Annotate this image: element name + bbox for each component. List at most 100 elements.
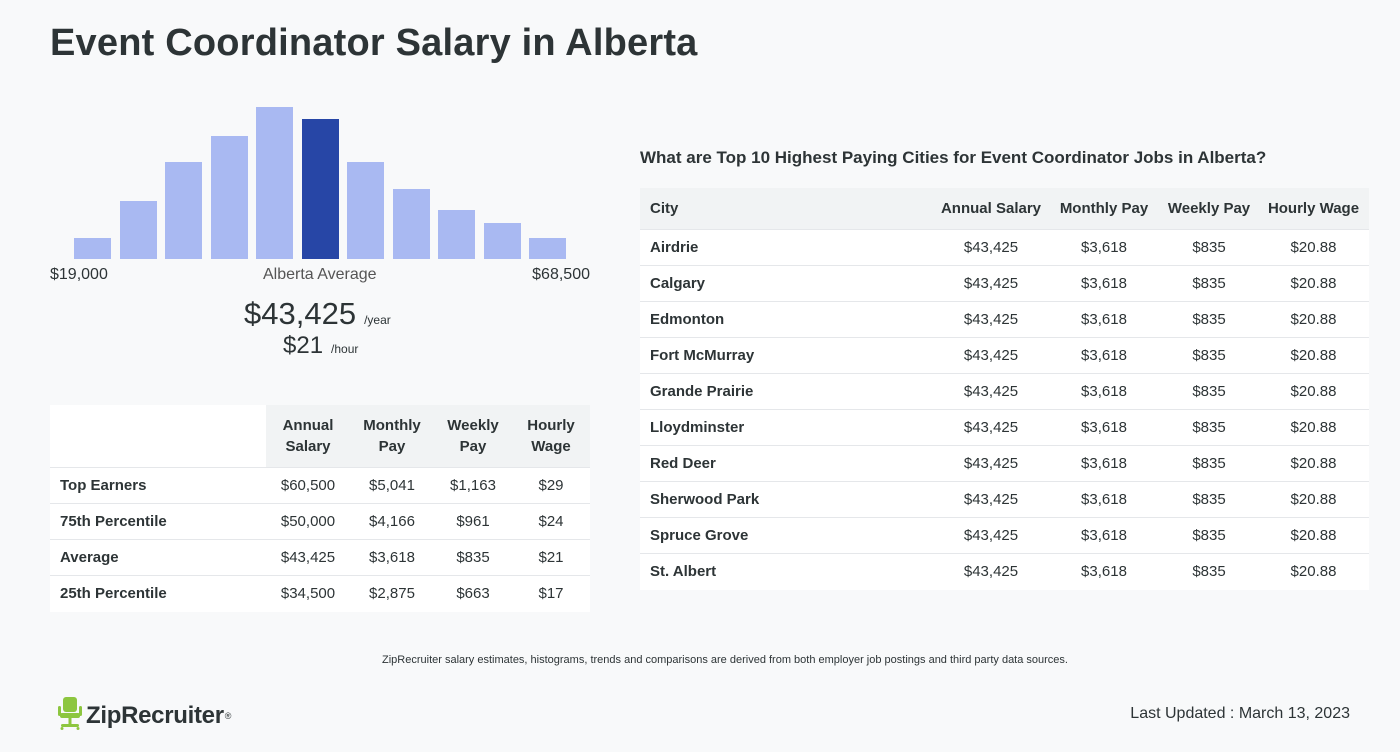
table-row: 25th Percentile $34,500 $2,875 $663 $17 (50, 576, 590, 612)
chair-icon (58, 696, 82, 735)
header-city: City (640, 188, 934, 230)
header-annual-salary: Annual Salary (934, 188, 1048, 230)
average-yearly: $43,425 /year (244, 296, 391, 332)
ziprecruiter-logo[interactable]: ZipRecruiter ® (58, 696, 231, 735)
header-hourly-wage: Hourly Wage (1258, 188, 1369, 230)
average-hourly: $21 /hour (283, 332, 358, 360)
table-cell: $43,425 (934, 301, 1048, 338)
header-monthly-pay: Monthly Pay (350, 405, 434, 468)
header-monthly-pay: Monthly Pay (1048, 188, 1160, 230)
page-title: Event Coordinator Salary in Alberta (50, 22, 698, 64)
table-cell: $3,618 (1081, 563, 1127, 581)
table-cell: $3,618 (1048, 373, 1160, 410)
table-cell: $4,166 (350, 503, 434, 540)
table-cell: $835 (1160, 517, 1258, 554)
table-cell: $20.88 (1258, 445, 1369, 482)
table-cell: $3,618 (1048, 517, 1160, 554)
histogram-range-high: $68,500 (532, 266, 590, 283)
city-name: Grande Prairie (640, 373, 934, 410)
table-cell: $60,500 (266, 467, 350, 504)
histogram-range-low: $19,000 (50, 266, 108, 283)
table-cell: $21 (512, 539, 590, 576)
table-row: Spruce Grove $43,425 $3,618 $835 $20.88 (640, 517, 1369, 554)
table-cell: $835 (1160, 229, 1258, 266)
histogram-bar (393, 189, 430, 259)
table-row: Grande Prairie $43,425 $3,618 $835 $20.88 (640, 373, 1369, 410)
average-hourly-unit: /hour (331, 342, 359, 356)
table-row: Top Earners $60,500 $5,041 $1,163 $29 (50, 467, 590, 504)
table-cell: $663 (456, 585, 490, 603)
average-yearly-value: $43,425 (244, 296, 357, 331)
city-name: Red Deer (640, 445, 934, 482)
table-cell: $20.88 (1258, 265, 1369, 302)
header-weekly-pay: Weekly Pay (434, 405, 512, 468)
table-cell: $3,618 (1048, 265, 1160, 302)
table-row: Average $43,425 $3,618 $835 $21 (50, 539, 590, 576)
table-cell: $835 (1192, 563, 1226, 581)
table-cell: $20.88 (1258, 229, 1369, 266)
table-cell: $20.88 (1258, 373, 1369, 410)
table-row: Sherwood Park $43,425 $3,618 $835 $20.88 (640, 481, 1369, 518)
row-label: 25th Percentile (60, 585, 167, 603)
city-name: Spruce Grove (640, 517, 934, 554)
table-cell: $3,618 (1048, 337, 1160, 374)
table-row: Lloydminster $43,425 $3,618 $835 $20.88 (640, 409, 1369, 446)
table-cell: $20.88 (1290, 563, 1337, 581)
table-cell: $43,425 (934, 265, 1048, 302)
histogram-average-label: Alberta Average (263, 266, 377, 283)
table-cell: $20.88 (1258, 337, 1369, 374)
histogram-bar (347, 162, 384, 259)
city-name: St. Albert (650, 563, 717, 581)
city-table-header: City Annual Salary Monthly Pay Weekly Pa… (640, 188, 1369, 230)
table-cell: $3,618 (1048, 301, 1160, 338)
table-cell: $43,425 (934, 409, 1048, 446)
table-cell: $835 (1160, 409, 1258, 446)
table-cell: $20.88 (1258, 409, 1369, 446)
city-table-question: What are Top 10 Highest Paying Cities fo… (640, 148, 1267, 167)
table-cell: $20.88 (1258, 481, 1369, 518)
table-cell: $43,425 (934, 337, 1048, 374)
table-cell: $29 (512, 467, 590, 504)
city-name: Fort McMurray (640, 337, 934, 374)
table-cell: $50,000 (266, 503, 350, 540)
table-cell: $43,425 (934, 481, 1048, 518)
table-cell: $2,875 (369, 585, 415, 603)
table-cell: $3,618 (1048, 445, 1160, 482)
table-cell: $835 (1160, 481, 1258, 518)
table-row: Fort McMurray $43,425 $3,618 $835 $20.88 (640, 337, 1369, 374)
table-row: 75th Percentile $50,000 $4,166 $961 $24 (50, 503, 590, 540)
city-name: Lloydminster (640, 409, 934, 446)
table-cell: $43,425 (934, 229, 1048, 266)
city-name: Sherwood Park (640, 481, 934, 518)
data-source-disclaimer: ZipRecruiter salary estimates, histogram… (382, 654, 1068, 666)
header-annual-salary: Annual Salary (266, 405, 350, 468)
percentile-table: Annual Salary Monthly Pay Weekly Pay Hou… (50, 405, 590, 612)
table-cell: $1,163 (434, 467, 512, 504)
row-label: Top Earners (50, 467, 266, 504)
table-row: St. Albert $43,425 $3,618 $835 $20.88 (640, 554, 1369, 590)
table-cell: $43,425 (934, 517, 1048, 554)
histogram-bar (438, 210, 475, 259)
table-cell: $835 (1160, 373, 1258, 410)
registered-mark: ® (224, 710, 232, 721)
table-cell: $43,425 (934, 373, 1048, 410)
table-row: Red Deer $43,425 $3,618 $835 $20.88 (640, 445, 1369, 482)
table-cell: $3,618 (1048, 229, 1160, 266)
table-cell: $34,500 (280, 585, 336, 603)
table-cell: $835 (1160, 337, 1258, 374)
histogram-bar (256, 107, 293, 259)
histogram-bar (165, 162, 202, 259)
last-updated: Last Updated : March 13, 2023 (1130, 705, 1350, 722)
table-cell: $24 (512, 503, 590, 540)
city-table: City Annual Salary Monthly Pay Weekly Pa… (640, 188, 1369, 590)
table-cell: $3,618 (1048, 409, 1160, 446)
table-cell: $835 (1160, 445, 1258, 482)
header-hourly-wage: Hourly Wage (512, 405, 590, 468)
histogram-bar (74, 238, 111, 259)
city-name: Airdrie (640, 229, 934, 266)
percentile-table-header: Annual Salary Monthly Pay Weekly Pay Hou… (50, 405, 590, 468)
city-name: Edmonton (640, 301, 934, 338)
table-cell: $43,425 (963, 563, 1019, 581)
table-cell: $835 (1160, 265, 1258, 302)
histogram-bar (211, 136, 248, 259)
